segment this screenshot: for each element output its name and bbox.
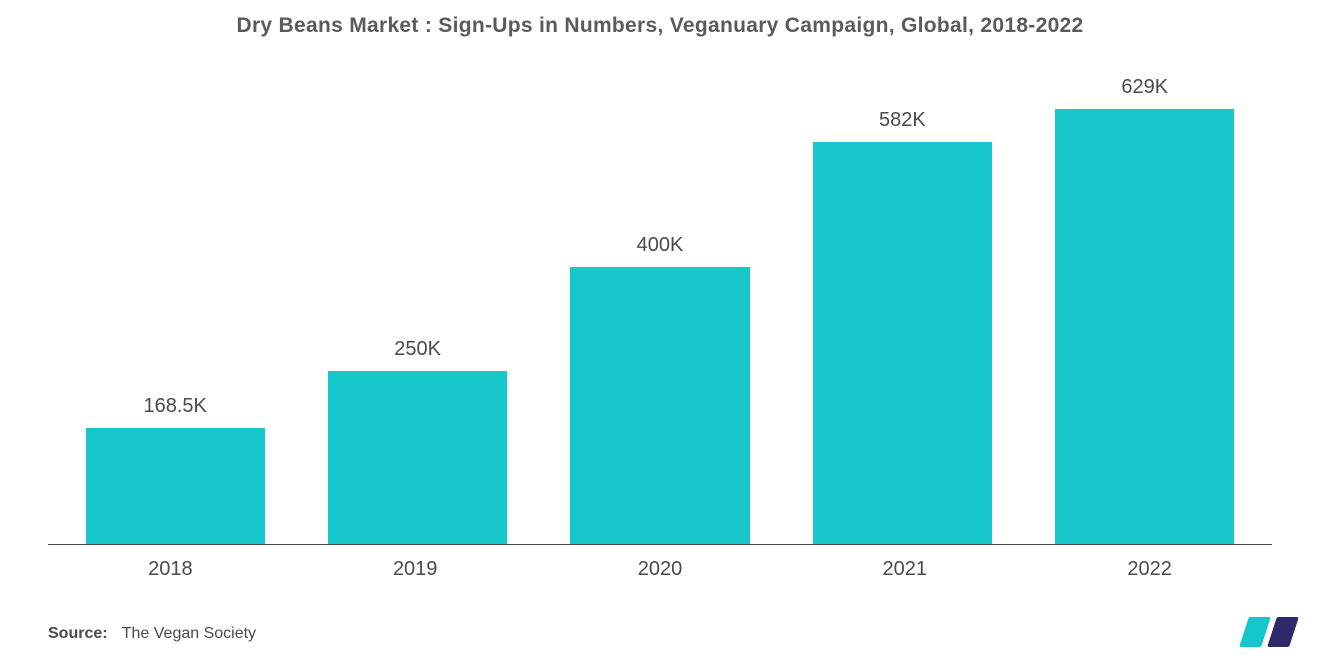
source-line: Source: The Vegan Society xyxy=(48,625,256,643)
bars-container: 168.5K 250K 400K 582K 629K xyxy=(48,60,1272,544)
chart-area: 168.5K 250K 400K 582K 629K xyxy=(48,60,1272,545)
bar-wrap: 250K xyxy=(296,60,538,544)
x-axis-labels: 20182019202020212022 xyxy=(48,558,1272,581)
x-tick-label: 2021 xyxy=(782,558,1027,581)
bar xyxy=(86,428,265,544)
chart-title: Dry Beans Market : Sign-Ups in Numbers, … xyxy=(0,0,1320,38)
bar-value-label: 400K xyxy=(637,234,684,257)
bar xyxy=(328,371,507,544)
logo-shape-right xyxy=(1267,617,1299,647)
bar-wrap: 629K xyxy=(1024,60,1266,544)
bar-value-label: 250K xyxy=(394,338,441,361)
bar-wrap: 168.5K xyxy=(54,60,296,544)
bar-value-label: 629K xyxy=(1121,76,1168,99)
bar-wrap: 582K xyxy=(781,60,1023,544)
source-text: The Vegan Society xyxy=(122,625,256,642)
bar-value-label: 582K xyxy=(879,109,926,132)
x-tick-label: 2018 xyxy=(48,558,293,581)
x-tick-label: 2022 xyxy=(1027,558,1272,581)
x-tick-label: 2019 xyxy=(293,558,538,581)
x-tick-label: 2020 xyxy=(538,558,783,581)
bar-value-label: 168.5K xyxy=(144,395,207,418)
source-prefix: Source: xyxy=(48,625,108,642)
bar xyxy=(570,267,749,544)
bar xyxy=(813,142,992,544)
brand-logo xyxy=(1244,617,1294,647)
bar xyxy=(1055,109,1234,544)
logo-shape-left xyxy=(1239,617,1271,647)
bar-wrap: 400K xyxy=(539,60,781,544)
